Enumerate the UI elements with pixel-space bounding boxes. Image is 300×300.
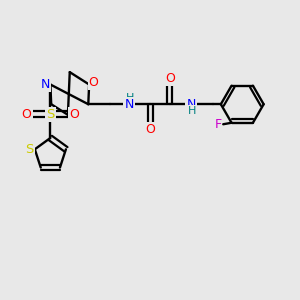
- Text: O: O: [146, 123, 155, 136]
- Text: O: O: [165, 72, 175, 85]
- Text: O: O: [69, 108, 79, 121]
- Text: F: F: [214, 118, 221, 131]
- Text: N: N: [186, 98, 196, 111]
- Text: N: N: [40, 78, 50, 91]
- Text: H: H: [125, 93, 134, 103]
- Text: N: N: [124, 98, 134, 111]
- Text: H: H: [188, 106, 196, 116]
- Text: S: S: [25, 143, 34, 156]
- Text: S: S: [46, 108, 55, 121]
- Text: O: O: [22, 108, 32, 121]
- Text: O: O: [89, 76, 98, 89]
